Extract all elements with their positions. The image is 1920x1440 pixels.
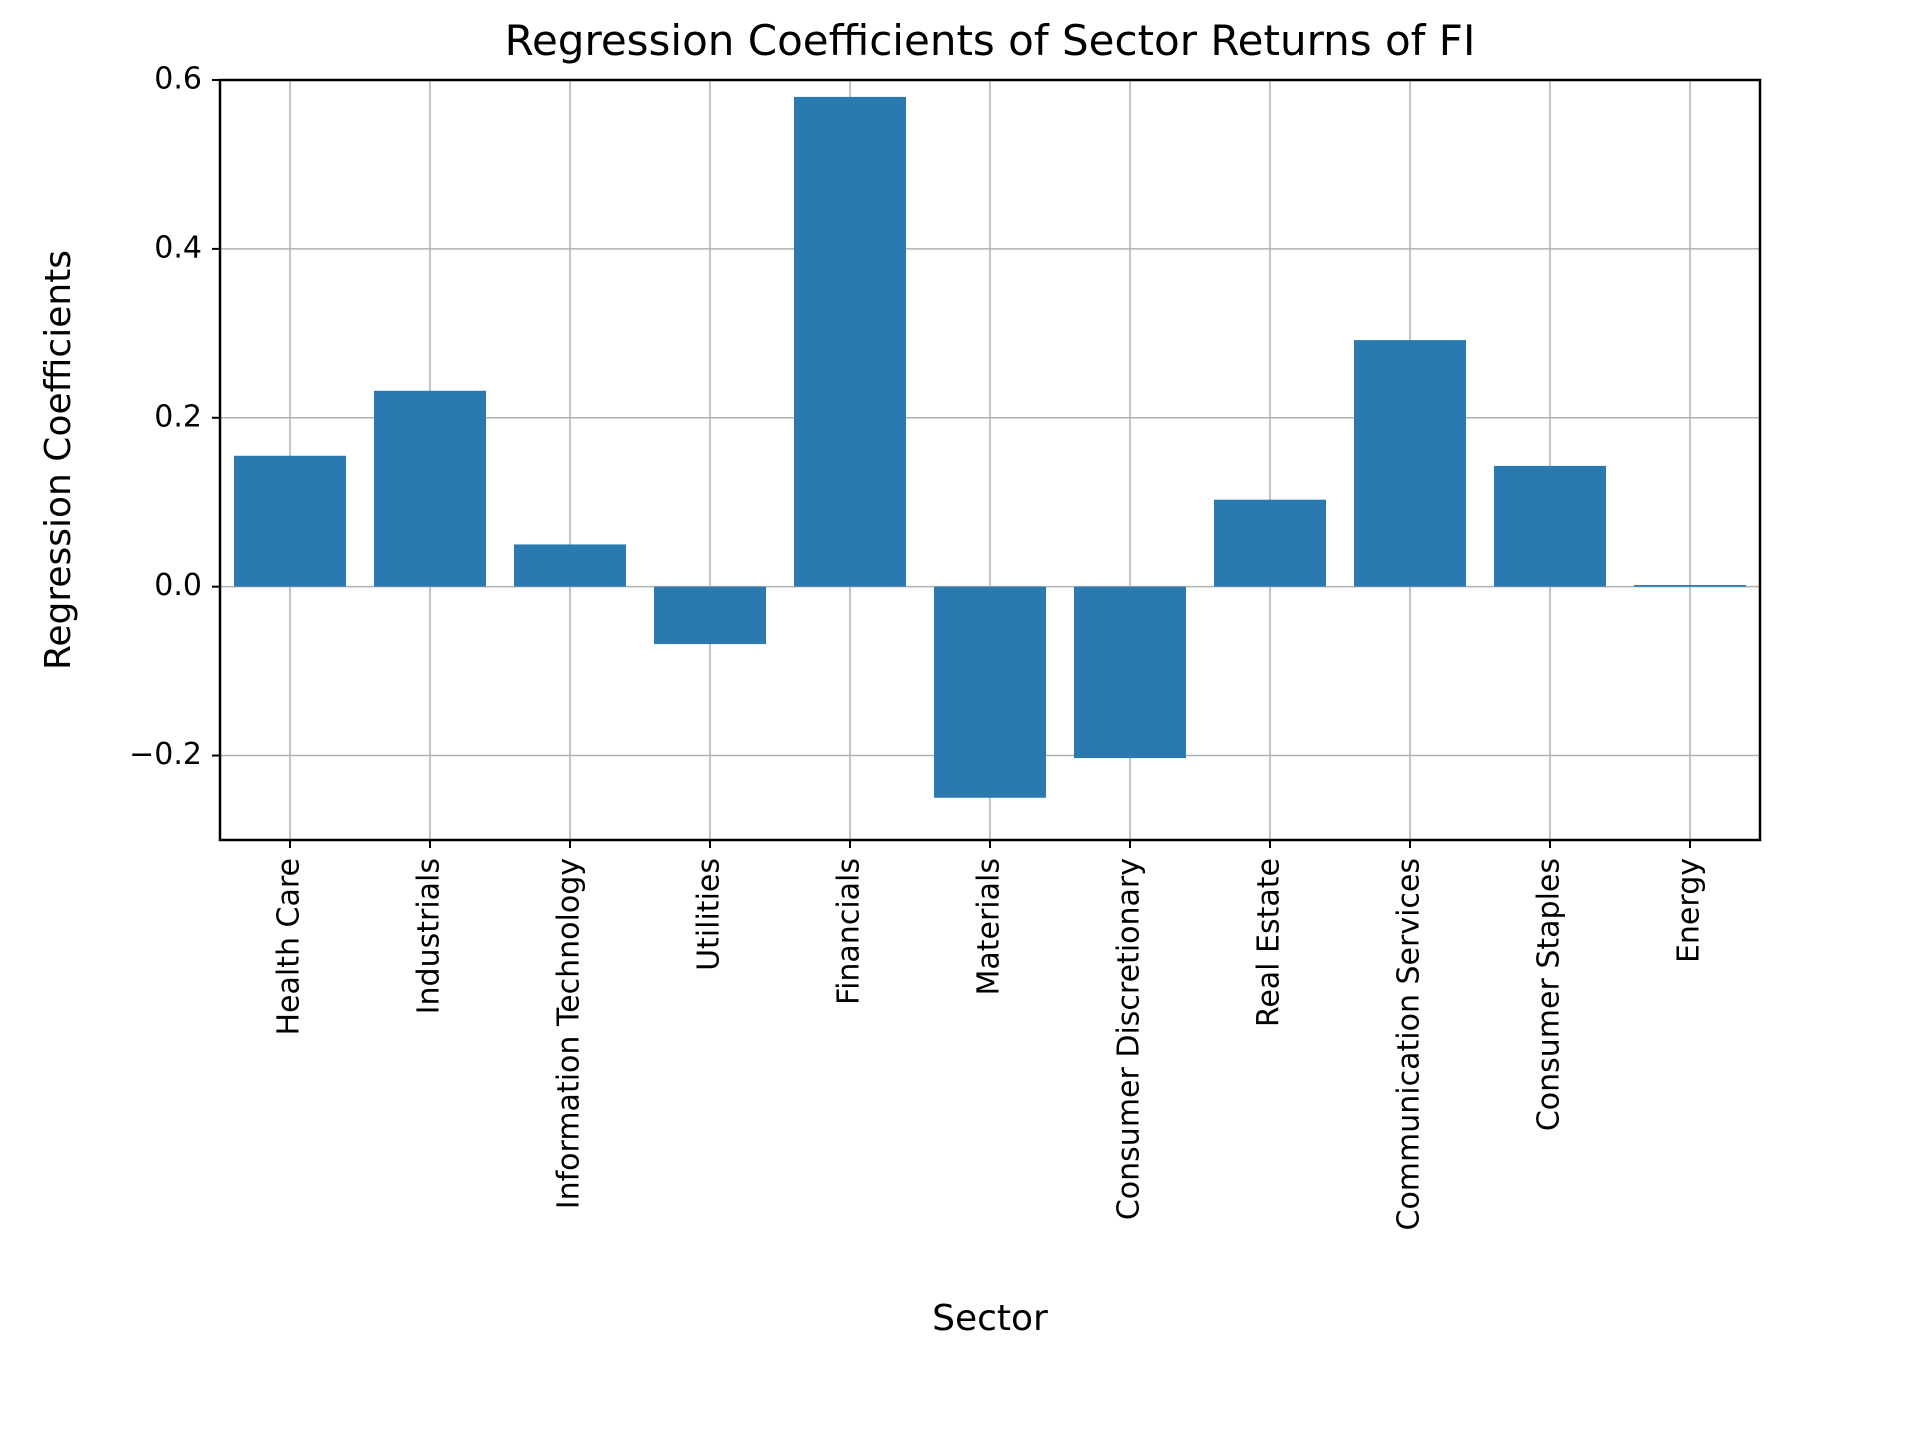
xtick-label: Information Technology [552,858,587,1209]
x-axis-label: Sector [932,1298,1048,1339]
bar [234,456,346,587]
bar [1634,585,1746,587]
y-axis-label: Regression Coefficients [38,250,79,670]
bar-chart: −0.2 0.0 0.2 0.4 0.6 Health Care Industrials In… [0,0,1920,1440]
ytick-label: 0.6 [154,62,202,97]
bar [654,587,766,644]
bar [1354,340,1466,587]
xtick-label: Utilities [692,858,727,971]
chart-container: −0.2 0.0 0.2 0.4 0.6 Health Care Industrials In… [0,0,1920,1440]
xtick-label: Health Care [272,858,307,1036]
xtick-label: Consumer Discretionary [1112,858,1147,1220]
xtick-label: Financials [832,858,867,1005]
bar [1494,466,1606,587]
bar [1214,500,1326,587]
bar [794,97,906,587]
xtick-label: Real Estate [1252,858,1287,1027]
ytick-label: 0.2 [154,399,202,434]
xtick-label: Materials [972,858,1007,996]
xtick-label: Industrials [412,858,447,1014]
xtick-label: Consumer Staples [1532,858,1567,1131]
chart-title: Regression Coefficients of Sector Return… [505,16,1476,65]
bar [934,587,1046,798]
ytick-label: 0.4 [154,230,202,265]
xtick-label: Communication Services [1392,858,1427,1231]
ytick-label: 0.0 [154,568,202,603]
xtick-label: Energy [1672,858,1707,963]
bar [374,391,486,587]
bar [1074,587,1186,758]
ytick-label: −0.2 [129,737,202,772]
bar [514,544,626,586]
